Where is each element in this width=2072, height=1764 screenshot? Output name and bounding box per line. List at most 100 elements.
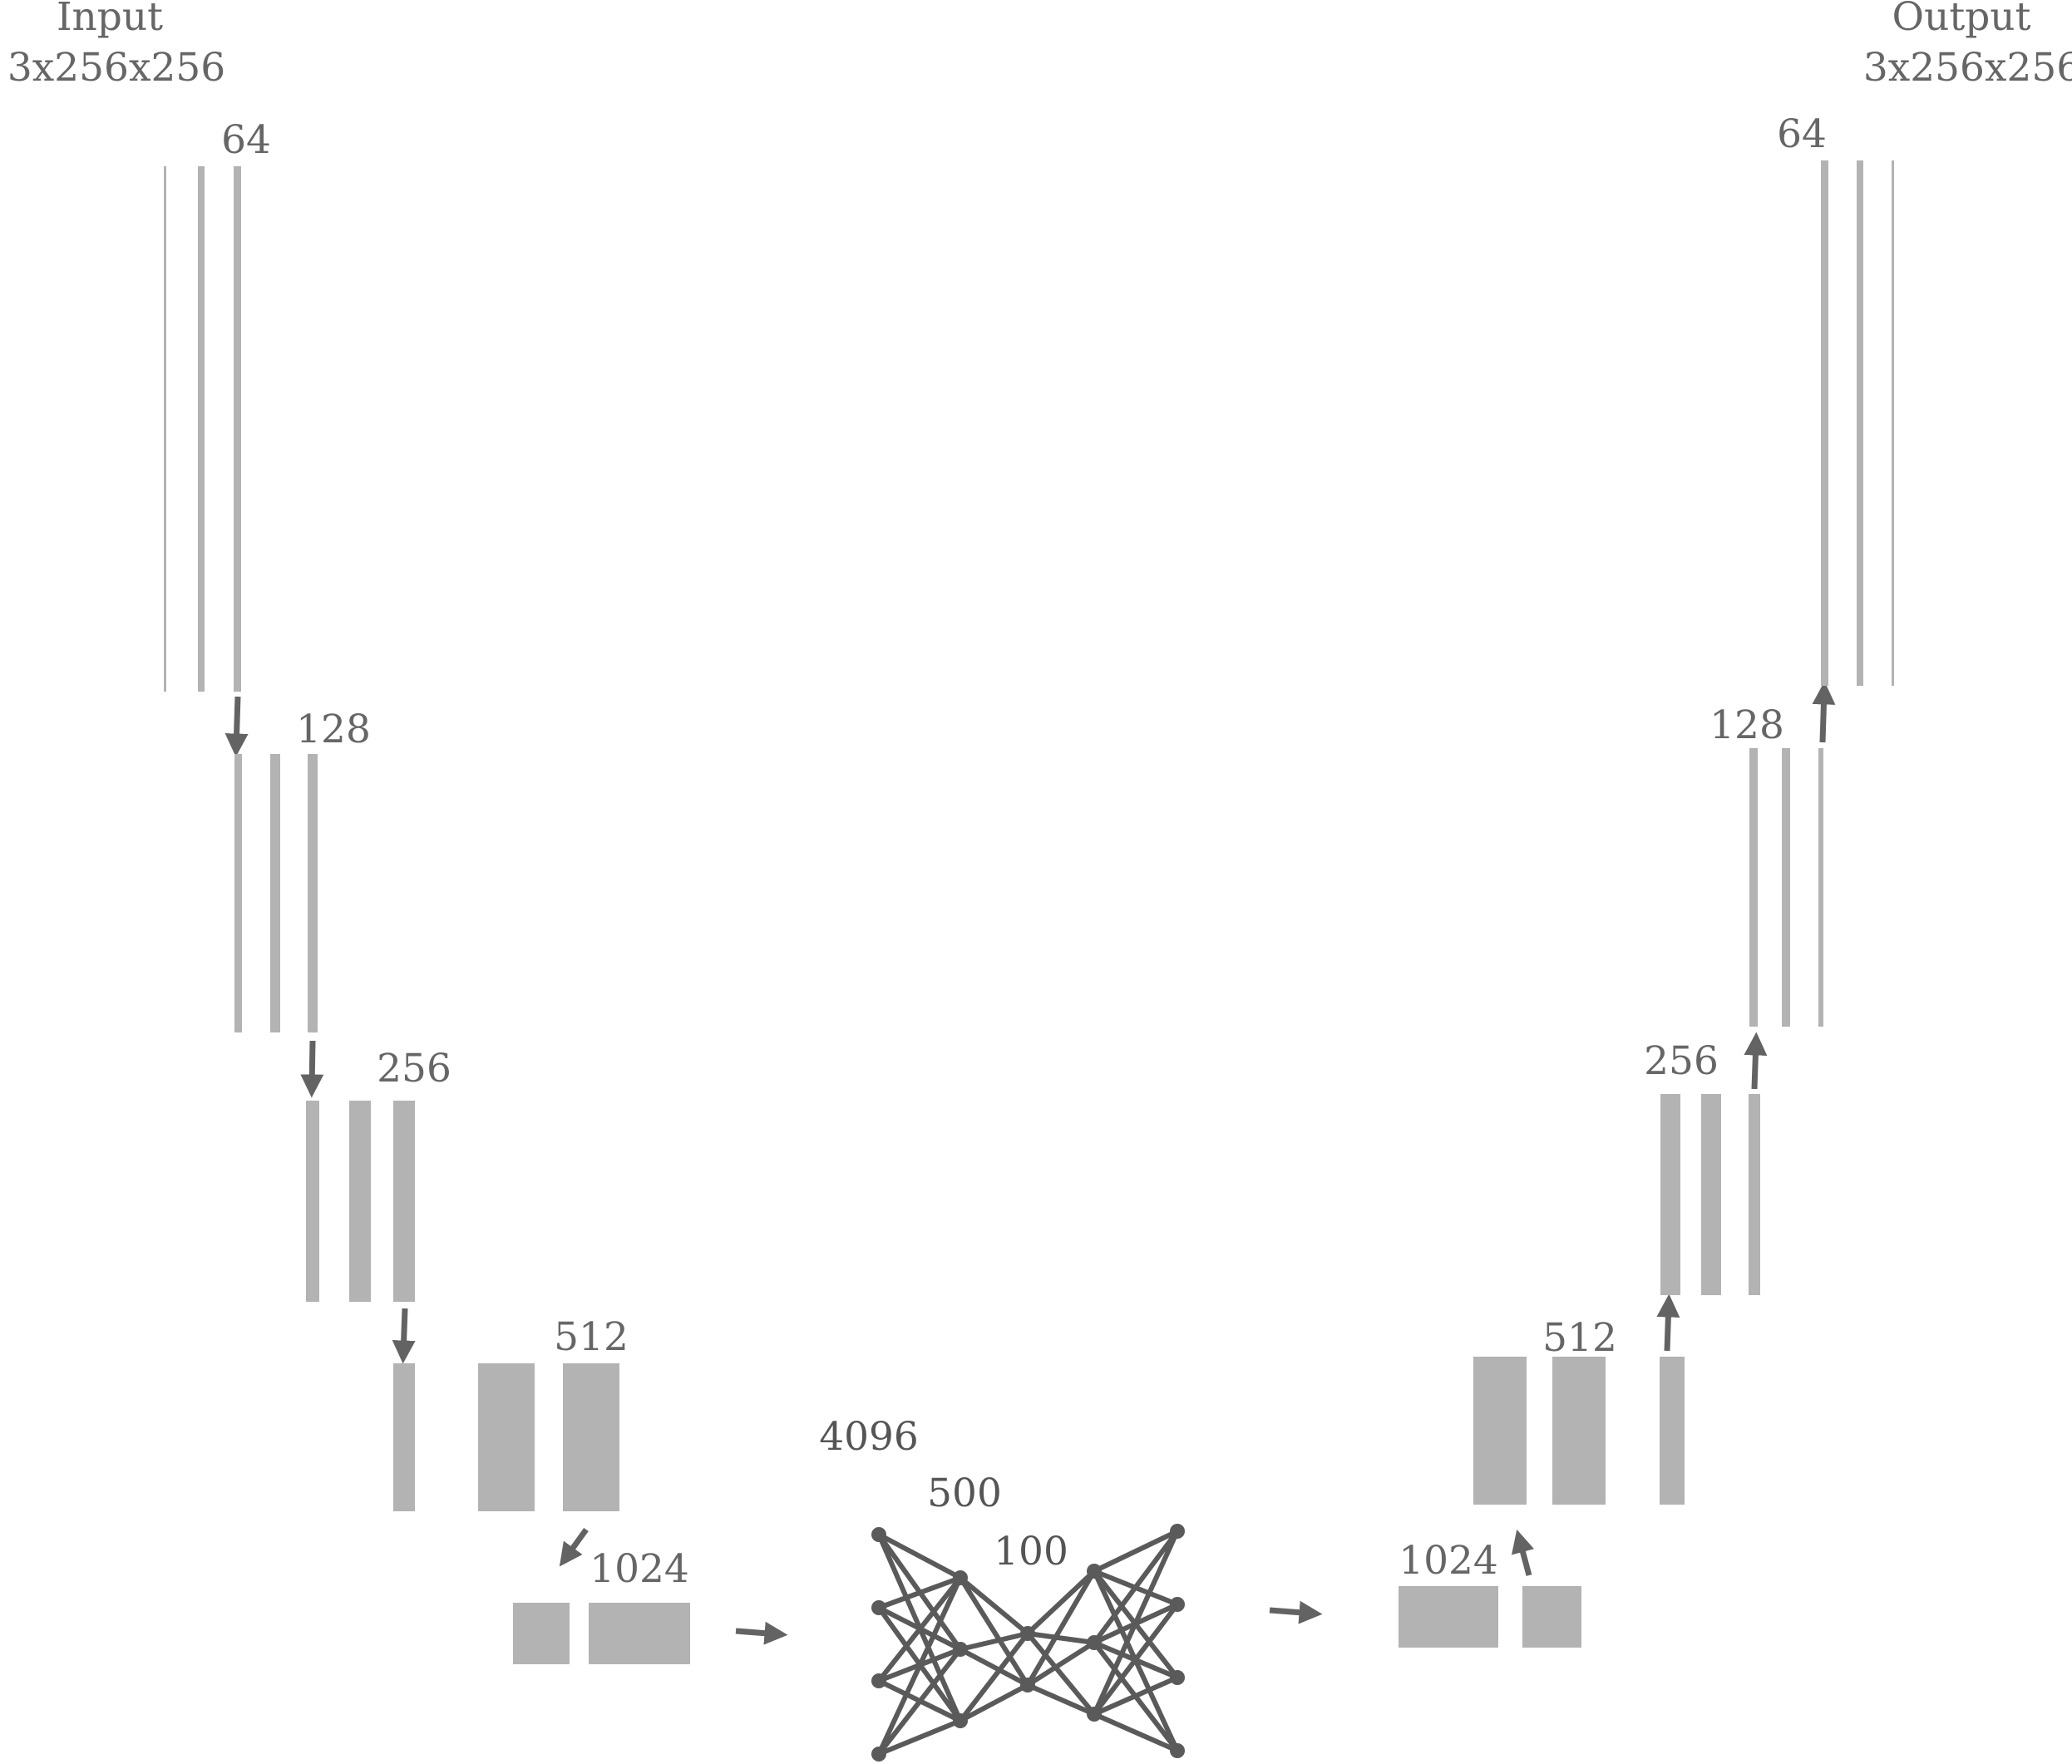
channel-label: 1024 [1399,1538,1498,1584]
network-node [871,1600,886,1615]
network-connection [1092,1603,1180,1716]
feature-block [1552,1357,1606,1505]
channel-label: 64 [1777,111,1827,157]
network-connection [1027,1631,1095,1645]
feature-block [513,1603,570,1664]
feature-block [234,166,241,692]
feature-block [1749,748,1758,1027]
channel-label: 1024 [590,1546,689,1592]
downsample-arrow [224,696,249,757]
feature-block [1892,160,1894,686]
feature-block [478,1363,535,1511]
feature-block [393,1101,415,1302]
upsample-arrow [1744,1032,1768,1090]
reshape-arrow [1269,1600,1323,1624]
decoder-stage-512: 512 [1473,1315,1685,1505]
feature-block [270,754,280,1032]
feature-block [198,166,205,692]
upsample-arrow [1656,1293,1680,1352]
network-node [871,1673,886,1688]
layer-label-100: 100 [994,1529,1068,1574]
downsample-arrow [300,1040,324,1098]
output-dims: 3x256x256 [1863,45,2072,91]
network-connection [1025,1632,1097,1716]
feature-block [164,166,166,692]
network-connection [1092,1530,1180,1644]
feature-block [1660,1357,1685,1505]
feature-block [563,1363,619,1511]
channel-label: 512 [1542,1315,1617,1361]
output-title: Output [1892,0,2031,40]
feature-block [1857,160,1863,686]
layer-label-500: 500 [927,1471,1002,1516]
network-connection [876,1648,963,1756]
input-title: Input [57,0,163,40]
network-connection [1025,1569,1097,1687]
decoder-stage-1024: 1024 [1399,1538,1581,1648]
network-connection [1093,1712,1179,1753]
network-node [953,1642,968,1657]
network-node [1020,1678,1035,1693]
network-connection [876,1576,963,1683]
network-connection [1026,1640,1096,1688]
network-connection [1093,1529,1179,1574]
feature-block [1821,160,1828,686]
network-node [1087,1635,1102,1650]
network-connection [877,1718,962,1757]
downsample-arrow [392,1308,416,1364]
network-node [871,1747,886,1762]
network-connection [959,1575,1029,1636]
network-connection [877,1532,962,1580]
upsample-arrow [1511,1529,1535,1576]
network-connection [876,1576,963,1756]
encoder-stage-512: 512 [393,1314,629,1511]
feature-block [1660,1094,1680,1295]
decoder-stage-256: 256 [1644,1038,1760,1295]
feature-block [1782,748,1790,1027]
channel-label: 512 [554,1314,629,1360]
channel-label: 128 [296,707,371,752]
network-connection [959,1647,1029,1688]
network-node [1170,1743,1185,1758]
channel-label: 256 [1644,1038,1719,1084]
network-node [953,1570,968,1585]
feature-block [1522,1586,1581,1648]
bottleneck-network [871,1524,1185,1762]
feature-block [308,754,318,1032]
feature-block [1701,1094,1721,1295]
input-dims: 3x256x256 [7,45,225,91]
decoder-stage-128: 128 [1709,702,1823,1027]
feature-block [1749,1094,1760,1295]
feature-block [589,1603,690,1664]
network-connection [1026,1683,1096,1717]
feature-block [1473,1357,1527,1505]
channel-label: 64 [221,117,271,163]
channel-label: 256 [377,1046,451,1091]
feature-block [393,1363,415,1511]
network-node [1170,1524,1185,1539]
feature-block [306,1101,319,1302]
network-node [871,1527,886,1542]
feature-block [1818,748,1823,1027]
network-connection [959,1683,1029,1723]
network-connection [877,1575,962,1610]
encoder-stage-1024: 1024 [513,1546,690,1664]
decoder-stage-64: 64 [1777,111,1894,686]
network-node [1087,1564,1102,1579]
network-connection [960,1631,1029,1652]
channel-label: 128 [1709,702,1784,748]
flatten-arrow [735,1621,788,1645]
encoder-stage-256: 256 [306,1046,451,1302]
network-node [1170,1597,1185,1612]
network-node [1020,1626,1035,1641]
feature-block [349,1101,371,1302]
feature-block [234,754,242,1032]
network-node [1087,1707,1102,1722]
feature-block [1399,1586,1498,1648]
downsample-arrow [559,1527,589,1567]
upsample-arrow [1812,681,1836,743]
network-connection [1025,1569,1097,1636]
encoder-stage-64: 64 [164,117,271,692]
network-connection [1092,1530,1180,1716]
network-connection [958,1632,1030,1722]
